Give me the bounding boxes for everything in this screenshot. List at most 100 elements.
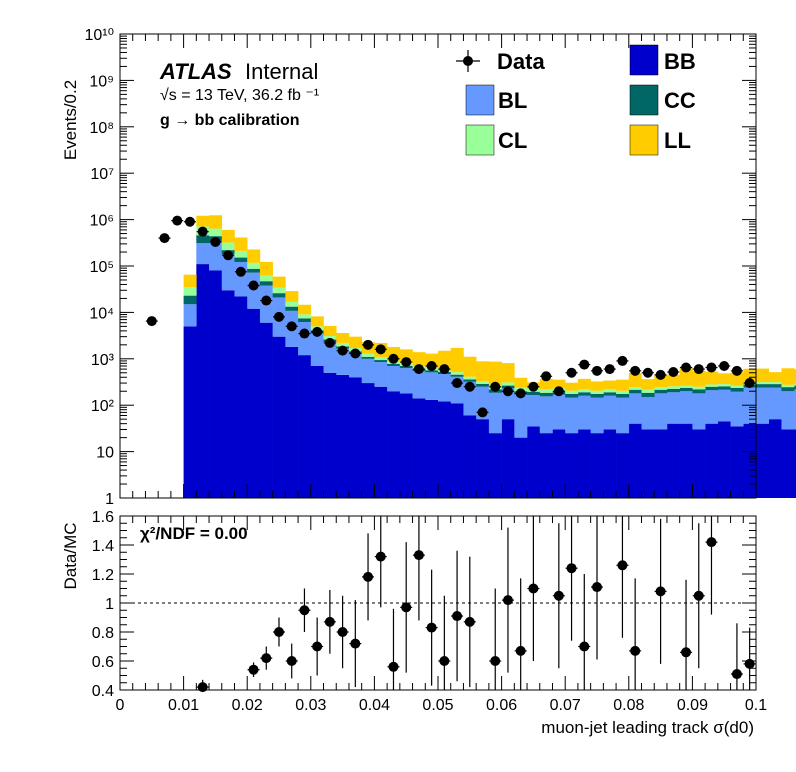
x-tick-label: 0 [116,697,125,714]
x-tick-label: 0.01 [168,697,199,714]
bar-bb [298,355,312,498]
legend-swatch-cl [465,124,495,156]
bar-ll [183,274,197,288]
x-tick-label: 0.08 [613,697,644,714]
bar-ll [438,350,452,370]
bar-ll [781,368,795,385]
bar-cc [781,387,795,392]
bar-bb [183,326,197,498]
ratio-point [655,586,666,597]
bar-ll [348,336,362,349]
data-point [668,366,679,377]
bar-ll [323,325,337,336]
ratio-point [197,682,208,693]
ratio-axis-ticks: 0.4 0.6 0.8 1 1.2 1.4 1.6 0 0.01 0.02 0.03 0.04 0.05… [92,509,767,714]
x-tick-label: 0.07 [550,697,581,714]
ratio-y-tick-label: 1.4 [92,538,114,555]
atlas-status: Internal [245,59,318,84]
data-point [592,365,602,376]
bar-ll [794,369,796,384]
bar-bl [310,333,324,366]
bar-ll [590,381,604,391]
x-tick-label: 0.03 [295,697,326,714]
bar-bb [654,429,668,498]
bar-bb [425,399,439,498]
bar-bb [196,264,210,498]
data-point [693,364,704,375]
ratio-point [426,622,437,633]
bar-bb [603,429,617,498]
bar-bb [756,423,770,498]
ratio-point [731,669,742,680]
legend-entry-cc: CC [629,84,696,116]
data-point [452,378,463,389]
ratio-point [490,656,501,666]
bar-bb [590,433,604,498]
data-point [261,295,272,306]
bar-bb [692,429,706,498]
bar-cl [463,376,477,380]
bar-cc [794,385,796,390]
bar-bb [565,433,579,498]
data-point [235,266,246,277]
bar-bl [565,397,579,434]
bar-cl [577,389,591,393]
bar-cl [539,389,553,393]
data-point [528,381,539,392]
bar-bb [794,429,796,498]
bar-bb [527,426,541,498]
bar-cl [221,242,235,251]
bar-bb [781,429,795,498]
data-point [312,326,323,337]
bar-bl [692,393,706,430]
bar-cl [756,382,770,385]
bar-cl [730,385,744,388]
bar-bl [514,394,528,438]
bar-ll [298,304,312,315]
bar-cl [679,385,693,388]
x-axis-title: muon-jet leading track σ(d0) [541,718,754,737]
y-tick-label: 10 [96,445,114,462]
bar-bb [768,419,782,498]
bar-bl [628,393,642,424]
data-points [145,215,756,418]
bar-bb [616,433,630,498]
bar-bb [272,336,286,498]
bar-ll [679,367,693,386]
ratio-point [617,560,628,571]
y-tick-label: 10⁶ [90,213,114,230]
bar-cl [323,336,337,340]
ratio-point [299,605,310,616]
ratio-point [528,583,539,594]
bar-bl [374,362,388,387]
legend-label-cc: CC [664,88,696,113]
bar-ll [234,237,248,251]
data-point [197,226,208,237]
ratio-point [286,656,297,666]
data-point [541,371,552,382]
bar-ll [247,249,261,263]
bar-bb [628,423,642,498]
bar-cl [247,262,261,269]
bar-ll [743,368,757,383]
bar-bb [539,433,553,498]
bar-bl [730,391,744,427]
y-tick-label: 10² [91,398,115,415]
data-point [642,367,653,378]
bar-ll [539,378,553,390]
data-point [286,321,297,332]
y-tick-label: 10⁵ [90,259,114,276]
bar-bl [399,368,413,394]
calibration-label: g → bb calibration [160,112,300,129]
bar-cl [692,386,706,390]
bar-bb [476,419,490,498]
bar-bb [743,423,757,498]
data-point [655,369,666,380]
bar-bb [387,391,401,498]
bar-bb [463,415,477,498]
bar-bb [209,270,223,498]
ratio-panel: 0.4 0.6 0.8 1 1.2 1.4 1.6 0 0.01 0.02 0.03 0.04 0.05… [61,509,767,737]
bar-bb [577,429,591,498]
ratio-y-tick-label: 0.6 [92,654,114,671]
bar-ll [603,380,617,390]
